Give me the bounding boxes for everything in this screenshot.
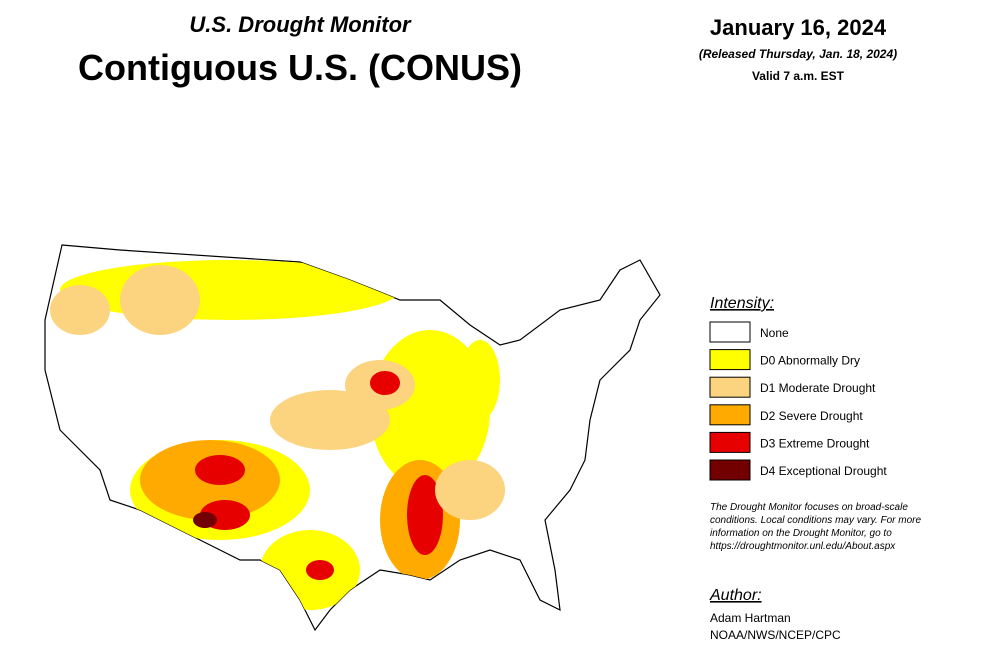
released: (Released Thursday, Jan. 18, 2024)	[699, 47, 897, 61]
drought-area	[460, 340, 500, 420]
drought-area	[306, 560, 334, 580]
legend-swatch	[709, 431, 751, 453]
drought-area	[120, 265, 200, 335]
legend-swatch	[709, 321, 751, 343]
map	[44, 244, 661, 632]
title: Contiguous U.S. (CONUS)	[78, 47, 522, 88]
author-line: Adam Hartman	[710, 611, 791, 625]
legend-label: D3 Extreme Drought	[760, 436, 870, 450]
legend-label: D0 Abnormally Dry	[760, 354, 860, 368]
note-line: The Drought Monitor focuses on broad-sca…	[710, 502, 908, 513]
note-line: information on the Drought Monitor, go t…	[710, 528, 892, 539]
drought-area	[407, 475, 443, 555]
drought-area	[435, 460, 505, 520]
date: January 16, 2024	[710, 15, 887, 40]
valid: Valid 7 a.m. EST	[752, 69, 845, 83]
legend: Intensity:	[710, 295, 774, 312]
legend-title: Intensity:	[710, 295, 774, 312]
drought-area	[50, 285, 110, 335]
note-line: https://droughtmonitor.unl.edu/About.asp…	[710, 541, 896, 552]
drought-area	[60, 260, 400, 320]
legend-label: None	[760, 326, 789, 340]
drought-area	[195, 455, 245, 485]
legend-swatch	[709, 459, 751, 481]
author-line: NOAA/NWS/NCEP/CPC	[710, 628, 841, 642]
legend-swatch	[709, 376, 751, 398]
author-title: Author:	[709, 587, 762, 604]
legend-swatch	[709, 404, 751, 426]
drought-area	[370, 371, 400, 395]
drought-area	[193, 512, 217, 528]
legend-swatch	[709, 349, 751, 371]
note-line: conditions. Local conditions may vary. F…	[710, 515, 921, 526]
legend-label: D4 Exceptional Drought	[760, 464, 887, 478]
legend-label: D1 Moderate Drought	[760, 381, 876, 395]
legend-label: D2 Severe Drought	[760, 409, 863, 423]
subtitle: U.S. Drought Monitor	[189, 12, 412, 37]
